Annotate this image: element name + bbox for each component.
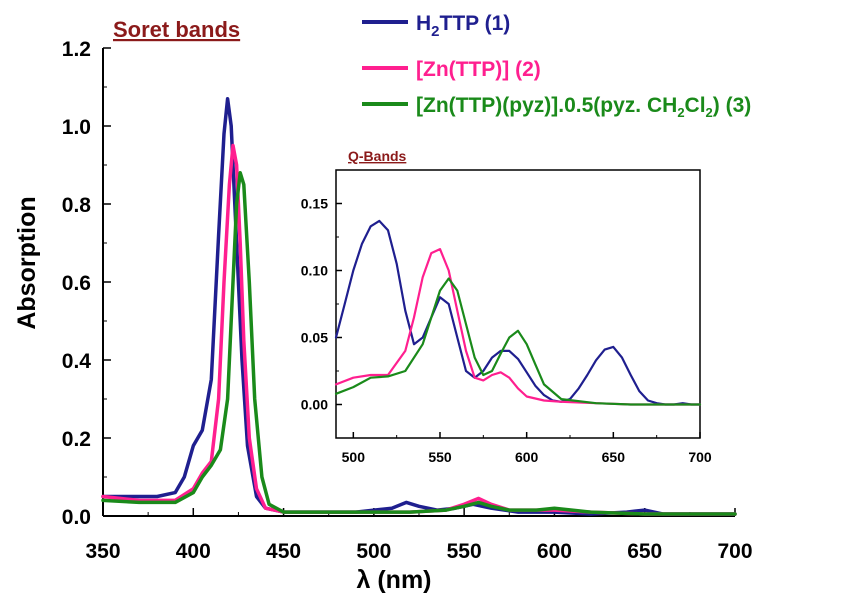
inset-y-tick-label: 0.00 <box>301 397 328 413</box>
inset-series-line-1 <box>334 219 702 406</box>
legend: H2TTP (1) [Zn(TTP)] (2) [Zn(TTP)(pyz)].0… <box>362 12 751 120</box>
inset-y-tick-label: 0.10 <box>301 263 328 279</box>
main-ticks: 350 400 450 500 550 600 650 700 0.0 0.2 0.4 0.6 0.8 1… <box>62 38 753 563</box>
q-bands-title: Q-Bands <box>348 148 407 164</box>
legend-label-3: [Zn(TTP)(pyz)].0.5(pyz. CH2Cl2) (3) <box>416 94 751 120</box>
q-bands-inset: 500 550 600 650 700 0.00 0.05 0.10 0.15 Q-Bands <box>301 148 712 465</box>
inset-x-tick-label: 700 <box>688 449 712 465</box>
main-y-tick-label: 1.0 <box>62 116 91 139</box>
main-x-tick-label: 400 <box>176 540 211 563</box>
inset-x-tick-label: 600 <box>515 449 539 465</box>
inset-series-line-2 <box>334 248 702 406</box>
legend-label-3-b: Cl <box>685 94 706 117</box>
legend-label-3-c: ) (3) <box>713 94 752 117</box>
main-x-tick-label: 550 <box>447 540 482 563</box>
main-series-lines <box>101 96 737 516</box>
inset-x-tick-label: 650 <box>602 449 626 465</box>
main-y-tick-label: 0.6 <box>62 272 91 295</box>
legend-label-1-main: H <box>416 12 431 35</box>
main-x-tick-label: 650 <box>627 540 662 563</box>
inset-background <box>336 170 700 438</box>
inset-y-tick-label: 0.05 <box>301 330 328 346</box>
main-y-tick-label: 0.0 <box>62 506 91 529</box>
inset-y-tick-label: 0.15 <box>301 196 328 212</box>
main-y-tick-label: 1.2 <box>62 38 91 61</box>
main-x-tick-label: 700 <box>717 540 752 563</box>
legend-label-3-a: [Zn(TTP)(pyz)].0.5(pyz. CH <box>416 94 677 117</box>
main-x-axis-label: λ (nm) <box>357 566 432 594</box>
inset-series-lines <box>334 219 702 406</box>
legend-label-1-sub: 2 <box>431 23 439 40</box>
main-axes: 350 400 450 500 550 600 650 700 0.0 0.2 0.4 0.6 0.8 1… <box>62 38 753 563</box>
main-y-tick-label: 0.8 <box>62 194 92 217</box>
legend-label-2: [Zn(TTP)] (2) <box>416 58 541 81</box>
legend-label-1: H2TTP (1) <box>416 12 510 40</box>
main-y-axis-label: Absorption <box>13 196 41 329</box>
main-y-tick-label: 0.2 <box>62 428 91 451</box>
inset-x-tick-label: 500 <box>342 449 366 465</box>
main-series-line-3 <box>101 171 737 516</box>
main-x-tick-label: 450 <box>266 540 301 563</box>
main-y-tick-label: 0.4 <box>62 350 92 373</box>
legend-label-3-sub1: 2 <box>677 105 684 120</box>
soret-bands-title: Soret bands <box>113 17 240 42</box>
inset-series-line-3 <box>334 277 702 406</box>
inset-ticks: 500 550 600 650 700 0.00 0.05 0.10 0.15 <box>301 196 712 466</box>
inset-x-tick-label: 550 <box>428 449 452 465</box>
main-x-tick-label: 500 <box>356 540 391 563</box>
legend-label-1-rest: TTP (1) <box>440 12 511 35</box>
main-x-tick-label: 350 <box>85 540 120 563</box>
main-x-tick-label: 600 <box>537 540 572 563</box>
legend-label-3-sub2: 2 <box>706 105 713 120</box>
